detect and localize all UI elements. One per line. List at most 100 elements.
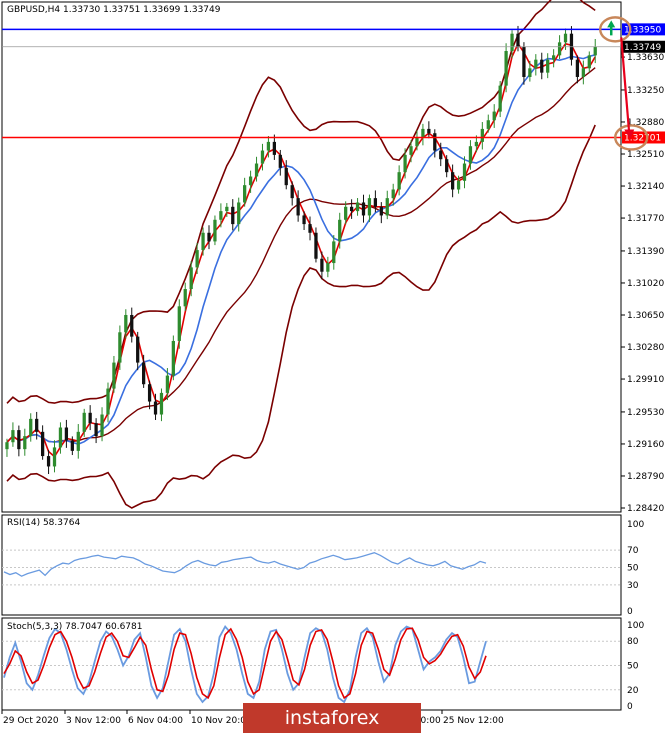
candle-body bbox=[373, 198, 378, 207]
down-arrow-shaft bbox=[620, 37, 631, 134]
candle-body bbox=[225, 206, 229, 212]
watermark-banner: instaforex bbox=[243, 703, 421, 733]
slow-ma-line bbox=[6, 54, 596, 445]
candle-body bbox=[415, 137, 419, 147]
candle-body bbox=[575, 59, 580, 77]
candle-body bbox=[64, 427, 69, 441]
candle-body bbox=[355, 202, 360, 212]
candle-body bbox=[504, 51, 508, 86]
osc-tick-label: 30 bbox=[627, 581, 639, 591]
candle-body bbox=[106, 388, 110, 415]
level-tag bbox=[622, 131, 665, 144]
candle-body bbox=[142, 362, 146, 385]
candle-body bbox=[498, 85, 502, 112]
candle-body bbox=[320, 258, 324, 272]
candle-body bbox=[510, 33, 514, 52]
osc-tick-label: 20 bbox=[627, 686, 639, 696]
y-tick-label: 1.31770 bbox=[627, 214, 664, 224]
rsi-title: RSI(14) 58.3764 bbox=[7, 518, 80, 528]
candle-body bbox=[528, 68, 532, 77]
candle-body bbox=[231, 206, 235, 225]
candle-body bbox=[147, 384, 152, 402]
candle-body bbox=[23, 436, 27, 450]
candle-body bbox=[266, 141, 271, 151]
candle-body bbox=[243, 185, 247, 203]
candle-body bbox=[450, 172, 455, 190]
level-tag bbox=[622, 23, 665, 36]
candle-body bbox=[248, 176, 253, 186]
candle-body bbox=[195, 250, 199, 268]
down-arrow-head bbox=[624, 129, 635, 140]
candle-body bbox=[201, 232, 205, 251]
candle-body bbox=[118, 332, 122, 363]
y-tick-label: 1.32510 bbox=[627, 150, 664, 160]
y-tick-label: 1.29530 bbox=[627, 408, 664, 418]
watermark-text: instaforex bbox=[285, 707, 380, 729]
rsi-panel-frame bbox=[1, 514, 622, 616]
candle-body bbox=[456, 180, 461, 190]
y-tick-label: 1.32880 bbox=[627, 118, 664, 128]
x-tick-label: 29 Oct 2020 bbox=[3, 716, 59, 726]
candle-body bbox=[17, 430, 21, 450]
candle-body bbox=[349, 206, 354, 212]
candle-body bbox=[308, 224, 312, 233]
fast-ma-line bbox=[6, 42, 596, 458]
y-tick-label: 1.30280 bbox=[627, 343, 664, 353]
candle-body bbox=[480, 128, 484, 142]
candle-body bbox=[100, 414, 104, 437]
candle-body bbox=[5, 442, 9, 450]
rsi-panel: 100 70 50 30 0 bbox=[2, 520, 644, 617]
candlesticks bbox=[5, 25, 597, 475]
candle-body bbox=[124, 314, 128, 333]
candle-body bbox=[397, 172, 401, 190]
candle-body bbox=[159, 392, 164, 415]
candle-body bbox=[40, 431, 45, 457]
osc-tick-label: 80 bbox=[627, 637, 639, 647]
candle-body bbox=[58, 427, 63, 448]
x-tick-label: 10 Nov 20:00 bbox=[191, 716, 252, 726]
candle-body bbox=[552, 55, 556, 60]
candle-body bbox=[557, 42, 562, 56]
candle-body bbox=[361, 202, 366, 216]
candle-body bbox=[278, 154, 282, 168]
y-tick-label: 1.33630 bbox=[627, 53, 664, 63]
candle-body bbox=[474, 141, 479, 147]
stoch-title: Stoch(5,3,3) 78.7047 60.6781 bbox=[7, 622, 142, 632]
candle-body bbox=[563, 33, 568, 43]
osc-tick-label: 50 bbox=[627, 662, 639, 672]
candle-body bbox=[445, 159, 449, 173]
candle-body bbox=[46, 456, 51, 467]
candle-body bbox=[183, 289, 187, 307]
candle-body bbox=[11, 430, 15, 443]
candle-body bbox=[171, 340, 175, 376]
candle-body bbox=[433, 133, 437, 151]
bottom-target-circle bbox=[614, 124, 649, 151]
stoch-panel: 100 80 50 20 0 bbox=[2, 621, 644, 712]
candle-body bbox=[403, 154, 407, 173]
candle-body bbox=[213, 219, 217, 242]
candle-body bbox=[88, 412, 92, 424]
candle-body bbox=[534, 59, 538, 69]
candle-body bbox=[302, 215, 306, 225]
up-arrow-head bbox=[607, 20, 616, 28]
candle-body bbox=[165, 375, 170, 393]
candle-body bbox=[177, 306, 181, 341]
moving-averages bbox=[6, 42, 596, 458]
level-tag-label: 1.33950 bbox=[624, 25, 661, 35]
osc-tick-label: 0 bbox=[627, 702, 633, 712]
stoch-main-line bbox=[3, 625, 487, 704]
osc-tick-label: 100 bbox=[627, 621, 644, 631]
candle-body bbox=[492, 111, 496, 121]
y-tick-label: 1.31020 bbox=[627, 279, 664, 289]
lower-band bbox=[6, 124, 596, 509]
main-y-tick-labels: 1.33630 1.33250 1.32880 1.32510 1.32140 1.317… bbox=[621, 53, 664, 514]
candle-body bbox=[593, 46, 597, 56]
candle-body bbox=[189, 267, 193, 290]
candle-body bbox=[272, 141, 276, 155]
y-tick-label: 1.32140 bbox=[627, 182, 664, 192]
current-price-tag bbox=[622, 40, 665, 53]
candle-body bbox=[29, 418, 33, 437]
current-price-label: 1.33749 bbox=[624, 43, 661, 53]
candle-body bbox=[82, 412, 86, 432]
